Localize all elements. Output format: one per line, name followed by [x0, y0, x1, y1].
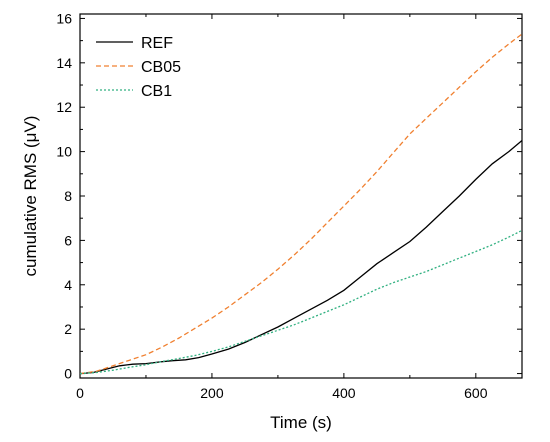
series-layer: [79, 33, 523, 375]
y-tick-label: 4: [64, 277, 72, 293]
legend: REF CB05 CB1: [96, 35, 181, 100]
x-tick-label: 400: [332, 385, 356, 401]
y-tick-label: 10: [56, 144, 72, 160]
y-tick-label: 8: [64, 188, 72, 204]
legend-label-cb1: CB1: [141, 83, 172, 100]
axis-ticks: 0 200 400 600 0 2 4 6 8 10 12 14 16: [56, 10, 522, 401]
series-line-cb05: [79, 33, 523, 375]
legend-label-cb05: CB05: [141, 59, 181, 76]
series-line-cb1: [79, 229, 523, 375]
y-tick-label: 14: [56, 55, 72, 71]
y-tick-label: 16: [56, 10, 72, 26]
y-tick-label: 2: [64, 321, 72, 337]
x-tick-label: 200: [200, 385, 224, 401]
y-axis-title: cumulative RMS (μV): [21, 116, 40, 277]
legend-label-ref: REF: [141, 35, 173, 52]
x-axis-title: Time (s): [270, 413, 332, 432]
x-tick-label: 0: [76, 385, 84, 401]
y-tick-label: 6: [64, 232, 72, 248]
series-line-ref: [79, 140, 523, 375]
x-tick-label: 600: [464, 385, 488, 401]
y-tick-label: 12: [56, 99, 72, 115]
y-tick-label: 0: [64, 366, 72, 382]
